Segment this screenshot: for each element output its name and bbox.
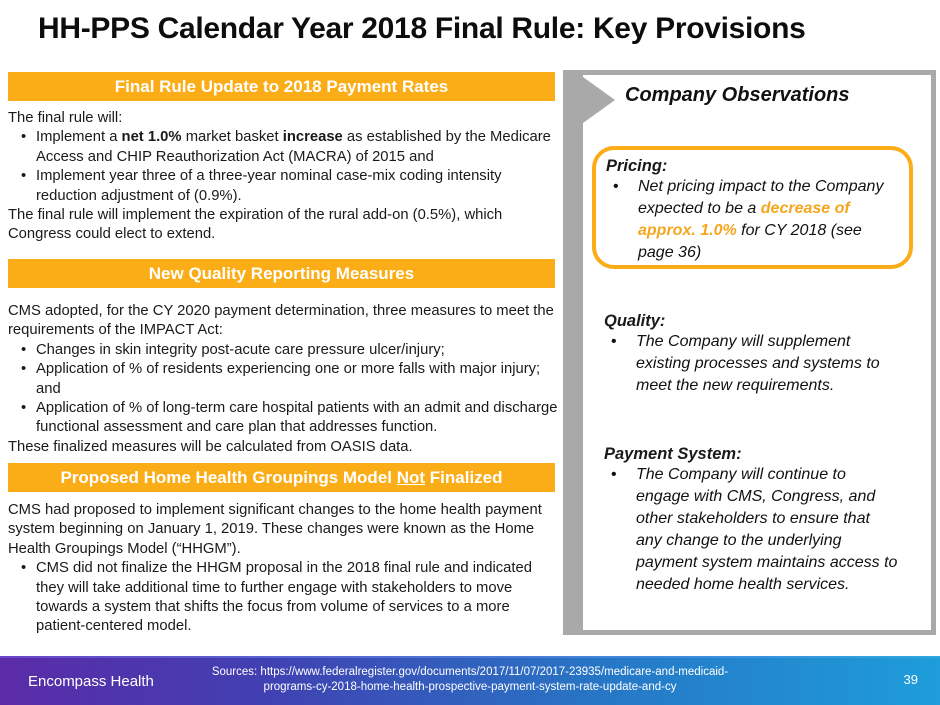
bullet-text: Net pricing impact to the Company expect… [638,178,884,261]
section-header-label: Final Rule Update to 2018 Payment Rates [114,77,449,96]
bullet-icon [8,360,36,399]
paragraph-outro: The final rule will implement the expira… [8,207,503,243]
bullet-item: Implement a net 1.0% market basket incre… [8,128,558,167]
bullet-item: CMS did not finalize the HHGM proposal i… [8,559,558,637]
pennant-arrow-icon [583,77,615,123]
paragraph-outro: These finalized measures will be calcula… [8,438,413,455]
paragraph-intro: The final rule will: [8,110,123,126]
bullet-text: Implement year three of a three-year nom… [36,168,502,204]
bullet-icon [8,341,36,360]
bullet-text: Application of % of residents experienci… [36,361,541,397]
payment-system-observation: Payment System: The Company will continu… [604,445,909,596]
sources-line-1: Sources: https://www.federalregister.gov… [211,666,729,678]
company-observations-panel: Company Observations Pricing: Net pricin… [563,70,936,637]
bullet-text: Changes in skin integrity post-acute car… [36,341,445,358]
bullet-item: The Company will continue to engage with… [604,464,909,596]
sources-line-2: programs-cy-2018-home-health-prospective… [263,681,677,693]
panel-left-bar [563,70,583,635]
quality-observation: Quality: The Company will supplement exi… [604,312,909,397]
bullet-icon [604,331,636,397]
observations-heading: Company Observations [625,84,850,106]
section-body-hhgm: CMS had proposed to implement significan… [8,501,558,637]
payment-system-label: Payment System: [604,445,742,463]
slide-number: 39 [903,672,918,687]
bullet-item: Implement year three of a three-year nom… [8,167,558,206]
bullet-icon [604,464,636,596]
bullet-text: Implement a net 1.0% market basket incre… [36,129,551,165]
bullet-item: The Company will supplement existing pro… [604,331,909,397]
pricing-callout: Pricing: Net pricing impact to the Compa… [592,146,913,269]
section-header-label: New Quality Reporting Measures [148,264,415,283]
bullet-text: The Company will continue to engage with… [636,466,898,593]
bold-increase: increase [282,129,343,146]
footer-accent-line [0,656,940,658]
bullet-icon [606,176,638,264]
bullet-item: Changes in skin integrity post-acute car… [8,341,558,360]
bold-net-increase: net 1.0% [121,129,182,146]
paragraph-intro: CMS adopted, for the CY 2020 payment det… [8,303,554,339]
section-header-payment-rates: Final Rule Update to 2018 Payment Rates [8,72,555,101]
pricing-label: Pricing: [606,157,668,175]
page-title: HH-PPS Calendar Year 2018 Final Rule: Ke… [38,12,806,45]
bullet-text: CMS did not finalize the HHGM proposal i… [36,560,532,635]
underlined-word: Not [396,468,426,487]
sources-text: Sources: https://www.federalregister.gov… [190,665,750,695]
quality-label: Quality: [604,312,666,330]
bullet-text: The Company will supplement existing pro… [636,333,880,394]
bullet-icon [8,128,36,167]
bullet-icon [8,399,36,438]
section-body-payment-rates: The final rule will: Implement a net 1.0… [8,109,558,245]
highlighted-decrease-text: decrease of approx. 1.0% [638,200,850,239]
bullet-item: Application of % of long-term care hospi… [8,399,558,438]
bullet-text: Application of % of long-term care hospi… [36,400,558,436]
section-header-hhgm: Proposed Home Health Groupings Model Not… [8,463,555,492]
footer-bar: Encompass Health Sources: https://www.fe… [0,658,940,705]
bullet-item: Net pricing impact to the Company expect… [606,176,899,264]
bullet-icon [8,559,36,637]
bullet-icon [8,167,36,206]
company-logo-text: Encompass Health [28,673,154,690]
section-body-quality-measures: CMS adopted, for the CY 2020 payment det… [8,302,558,457]
paragraph-intro: CMS had proposed to implement significan… [8,502,542,557]
section-header-quality-measures: New Quality Reporting Measures [8,259,555,288]
bullet-item: Application of % of residents experienci… [8,360,558,399]
